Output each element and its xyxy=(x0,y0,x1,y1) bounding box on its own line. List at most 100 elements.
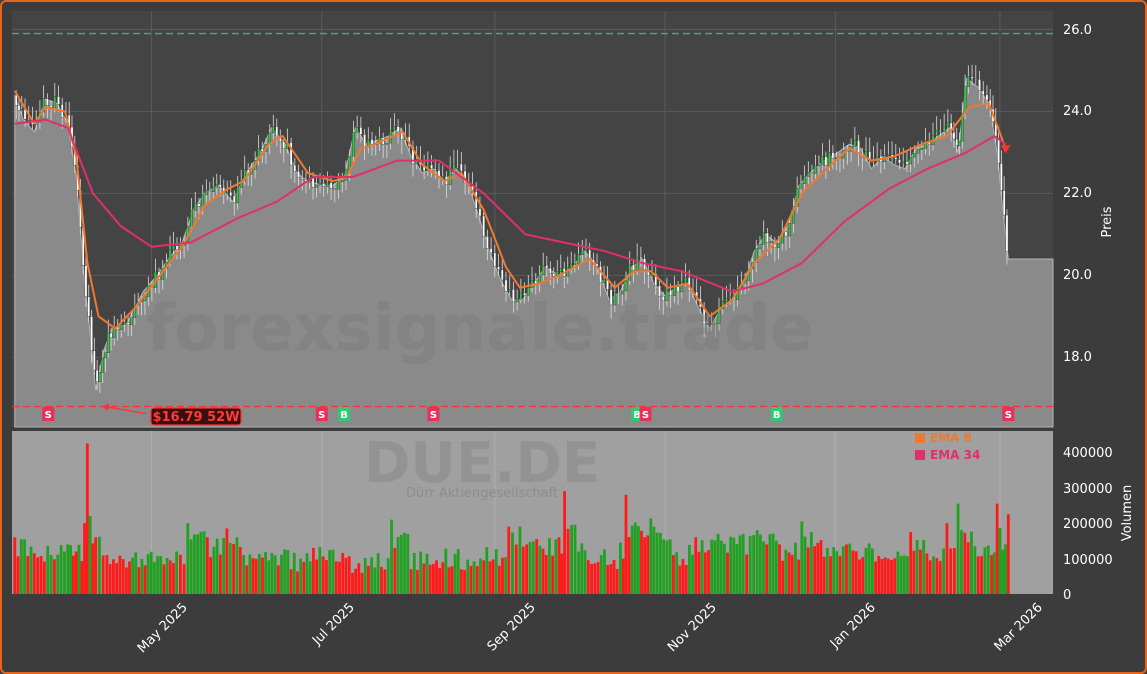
volume-bar xyxy=(357,563,361,594)
volume-bar xyxy=(758,534,762,594)
volume-bar xyxy=(338,561,341,594)
candle-body xyxy=(93,350,96,371)
candle-body xyxy=(497,266,500,270)
volume-bar xyxy=(308,561,312,594)
volume-bar xyxy=(633,522,637,594)
candle-body xyxy=(275,126,279,137)
volume-bar xyxy=(98,536,101,594)
candle-body xyxy=(978,79,981,91)
candle-body xyxy=(104,352,107,359)
candle-body xyxy=(322,183,325,187)
volume-bar xyxy=(235,537,239,594)
candle-body xyxy=(584,249,588,252)
volume-bar xyxy=(864,547,868,594)
volume-bar xyxy=(315,559,319,594)
volume-bar xyxy=(363,557,367,594)
volume-bar xyxy=(485,547,489,594)
volume-bar xyxy=(432,563,435,594)
candle-body xyxy=(297,171,300,178)
volume-bar xyxy=(528,542,532,594)
volume-bar xyxy=(735,544,739,594)
candle-body xyxy=(504,279,508,292)
volume-bar xyxy=(841,546,845,594)
volume-bar xyxy=(302,562,306,594)
volume-bar xyxy=(848,543,852,594)
candle-body xyxy=(348,155,351,170)
volume-bar xyxy=(691,554,694,594)
candle-body xyxy=(385,142,389,145)
volume-bar xyxy=(583,550,587,594)
volume-tick-300000: 300000 xyxy=(1063,482,1113,497)
volume-bar xyxy=(806,547,810,594)
candle-body xyxy=(486,235,489,249)
candle-body xyxy=(123,322,126,325)
volume-bar xyxy=(596,562,600,594)
volume-bar xyxy=(531,541,535,594)
signal-sell xyxy=(42,407,55,421)
volume-bar xyxy=(835,551,839,594)
volume-bar xyxy=(419,551,423,594)
volume-bar xyxy=(541,548,545,594)
volume-bar xyxy=(196,534,199,594)
volume-bar xyxy=(209,557,213,594)
candle-body xyxy=(119,324,123,330)
volume-bar xyxy=(270,552,274,594)
volume-bar xyxy=(684,564,688,594)
candle-body xyxy=(441,176,445,178)
volume-bar xyxy=(504,557,508,594)
candle-body xyxy=(49,104,53,108)
legend: EMA 8 EMA 34 xyxy=(915,431,980,462)
volume-bar xyxy=(630,525,634,594)
candle-body xyxy=(433,168,437,171)
volume-bar xyxy=(71,555,75,594)
volume-bar xyxy=(115,563,119,594)
candle-body xyxy=(460,163,463,172)
candle-body xyxy=(333,188,337,190)
volume-bar xyxy=(289,569,293,594)
volume-bar xyxy=(296,571,299,594)
volume-bar xyxy=(472,561,476,594)
candle-body xyxy=(665,289,669,301)
x-tick-jul-2025: Jul 2025 xyxy=(309,600,358,649)
volume-bar xyxy=(494,549,498,594)
volume-axis-label: Volumen xyxy=(1120,485,1135,542)
volume-bar xyxy=(479,558,482,594)
candle-body xyxy=(396,126,400,133)
volume-bar xyxy=(681,558,685,594)
candle-body xyxy=(1002,190,1006,216)
volume-bar xyxy=(125,567,128,594)
volume-bar xyxy=(19,539,23,594)
candle-body xyxy=(197,203,201,207)
signal-label: S xyxy=(318,410,325,421)
signal-label: S xyxy=(642,410,649,421)
volume-bar xyxy=(469,566,473,594)
volume-bar xyxy=(39,556,43,594)
candle-body xyxy=(728,296,732,299)
volume-bar xyxy=(893,558,897,594)
candle-body xyxy=(98,372,102,383)
candle-body xyxy=(411,146,415,165)
volume-bar xyxy=(703,552,707,594)
candle-body xyxy=(318,183,322,186)
volume-bar xyxy=(491,559,495,594)
volume-bar xyxy=(845,544,848,594)
x-tick-mar-2026: Mar 2026 xyxy=(992,600,1046,654)
candle-body xyxy=(143,296,147,302)
volume-bar xyxy=(973,546,977,594)
candle-body xyxy=(632,264,635,271)
volume-bar xyxy=(112,559,115,594)
candle-body xyxy=(289,142,293,166)
candle-body xyxy=(577,254,580,264)
candle-body xyxy=(821,156,824,166)
candle-body xyxy=(126,322,130,325)
volume-bar xyxy=(557,537,561,594)
volume-bar xyxy=(175,551,179,594)
reference-lines xyxy=(12,32,1053,408)
volume-bar xyxy=(497,565,501,594)
candle-body xyxy=(293,164,297,172)
volume-bar xyxy=(159,556,163,594)
candle-body xyxy=(208,189,212,192)
candle-body xyxy=(955,138,959,146)
candle-body xyxy=(239,180,243,188)
candle-body xyxy=(20,109,24,111)
